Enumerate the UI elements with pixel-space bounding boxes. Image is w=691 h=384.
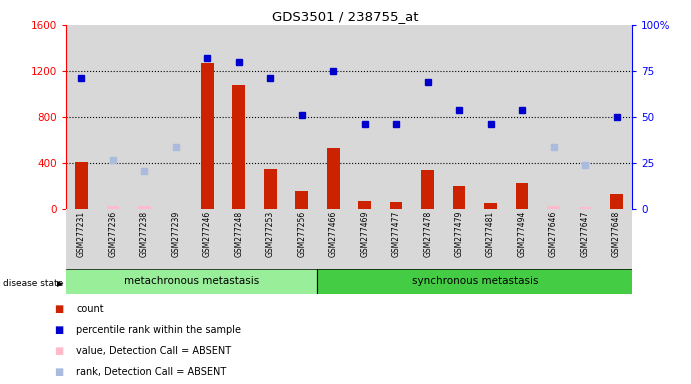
Bar	[475, 209, 507, 269]
Bar	[600, 25, 632, 209]
Text: GSM277231: GSM277231	[77, 211, 86, 257]
Bar	[66, 269, 317, 294]
Bar	[475, 25, 507, 209]
Text: GSM277646: GSM277646	[549, 211, 558, 257]
Bar	[444, 209, 475, 269]
Bar	[327, 148, 339, 209]
Text: rank, Detection Call = ABSENT: rank, Detection Call = ABSENT	[76, 367, 226, 377]
Bar	[422, 170, 434, 209]
Bar	[610, 194, 623, 209]
Bar	[66, 25, 97, 209]
Bar	[579, 207, 591, 209]
Text: GSM277494: GSM277494	[518, 211, 527, 257]
Text: count: count	[76, 304, 104, 314]
Bar	[444, 25, 475, 209]
Bar	[201, 63, 214, 209]
Text: ■: ■	[54, 325, 64, 335]
Text: disease state: disease state	[3, 279, 64, 288]
Bar	[538, 209, 569, 269]
Text: ■: ■	[54, 304, 64, 314]
Text: GSM277256: GSM277256	[297, 211, 306, 257]
Bar	[381, 209, 412, 269]
Bar	[254, 25, 286, 209]
Text: GSM277469: GSM277469	[360, 211, 369, 257]
Bar	[223, 209, 254, 269]
Bar	[484, 203, 497, 209]
Bar	[160, 25, 191, 209]
Bar	[390, 202, 402, 209]
Bar	[286, 209, 317, 269]
Text: GSM277246: GSM277246	[202, 211, 212, 257]
Bar	[129, 209, 160, 269]
Text: GSM277481: GSM277481	[486, 211, 495, 257]
Bar	[254, 209, 286, 269]
Bar	[381, 25, 412, 209]
Text: synchronous metastasis: synchronous metastasis	[412, 276, 538, 286]
Bar	[317, 269, 632, 294]
Bar	[507, 209, 538, 269]
Text: GDS3501 / 238755_at: GDS3501 / 238755_at	[272, 10, 419, 23]
Bar	[286, 25, 317, 209]
Text: metachronous metastasis: metachronous metastasis	[124, 276, 259, 286]
Text: ■: ■	[54, 346, 64, 356]
Text: percentile rank within the sample: percentile rank within the sample	[76, 325, 241, 335]
Text: GSM277238: GSM277238	[140, 211, 149, 257]
Bar	[191, 25, 223, 209]
Text: value, Detection Call = ABSENT: value, Detection Call = ABSENT	[76, 346, 231, 356]
Bar	[191, 209, 223, 269]
Bar	[129, 25, 160, 209]
Bar	[232, 85, 245, 209]
Bar	[296, 192, 308, 209]
Bar	[160, 209, 191, 269]
Bar	[138, 206, 151, 209]
Text: ■: ■	[54, 367, 64, 377]
Bar	[412, 209, 444, 269]
Text: GSM277239: GSM277239	[171, 211, 180, 257]
Text: GSM277648: GSM277648	[612, 211, 621, 257]
Bar	[538, 25, 569, 209]
Text: GSM277647: GSM277647	[580, 211, 589, 257]
Bar	[569, 209, 600, 269]
Text: GSM277253: GSM277253	[266, 211, 275, 257]
Bar	[600, 209, 632, 269]
Bar	[106, 206, 119, 209]
Bar	[569, 25, 600, 209]
Bar	[317, 25, 349, 209]
Bar	[515, 183, 529, 209]
Text: GSM277479: GSM277479	[455, 211, 464, 257]
Bar	[453, 186, 466, 209]
Bar	[349, 209, 381, 269]
Bar	[264, 169, 276, 209]
Bar	[359, 201, 371, 209]
Text: ▶: ▶	[57, 279, 63, 288]
Bar	[97, 209, 129, 269]
Bar	[547, 206, 560, 209]
Bar	[349, 25, 381, 209]
Bar	[317, 209, 349, 269]
Text: GSM277478: GSM277478	[423, 211, 432, 257]
Bar	[223, 25, 254, 209]
Bar	[75, 162, 88, 209]
Bar	[66, 209, 97, 269]
Bar	[412, 25, 444, 209]
Text: GSM277236: GSM277236	[108, 211, 117, 257]
Text: GSM277248: GSM277248	[234, 211, 243, 257]
Text: GSM277466: GSM277466	[329, 211, 338, 257]
Bar	[507, 25, 538, 209]
Bar	[97, 25, 129, 209]
Text: GSM277477: GSM277477	[392, 211, 401, 257]
